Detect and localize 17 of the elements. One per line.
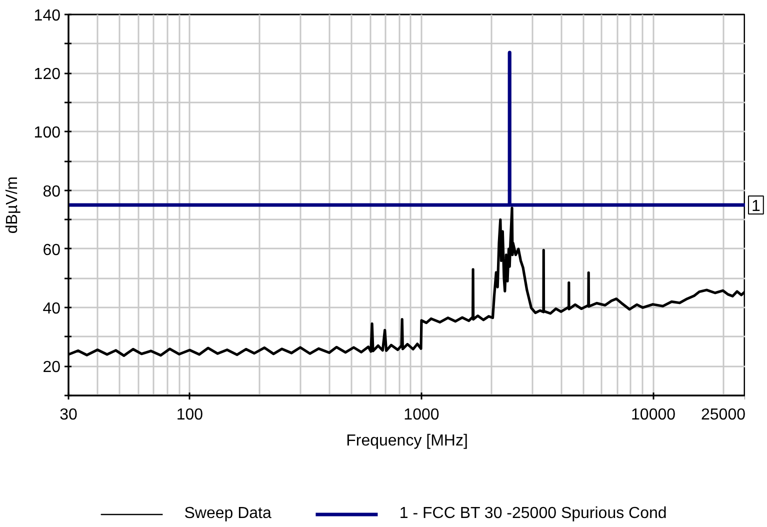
x-axis-title: Frequency [MHz] (346, 432, 468, 450)
y-tick-label: 80 (42, 183, 61, 200)
y-tick-label: 120 (34, 66, 61, 84)
x-tick-label: 100 (176, 406, 204, 424)
y-tick-label: 140 (34, 8, 61, 24)
y-tick-label: 20 (42, 359, 61, 376)
y-tick-label: 40 (42, 300, 61, 318)
y-axis-title: dBµV/m (4, 176, 21, 234)
legend-label: Sweep Data (184, 505, 272, 523)
legend-label: 1 - FCC BT 30 -25000 Spurious Cond (399, 505, 667, 523)
x-tick-label: 30 (60, 406, 78, 424)
annotation: 1 (752, 198, 760, 215)
x-tick-label: 10000 (631, 406, 676, 424)
x-tick-label: 1000 (404, 406, 440, 424)
x-tick-label: 25000 (701, 406, 746, 424)
y-tick-label: 60 (42, 242, 61, 259)
y-tick-label: 100 (34, 124, 61, 142)
